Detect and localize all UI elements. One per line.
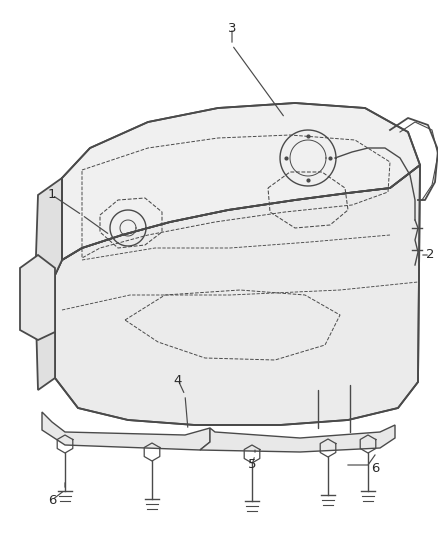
Polygon shape [20,255,55,340]
Polygon shape [200,425,395,452]
Text: 6: 6 [371,462,379,474]
Polygon shape [35,178,62,390]
Polygon shape [42,412,210,450]
Text: 3: 3 [228,21,236,35]
Polygon shape [62,103,420,260]
Text: 2: 2 [426,248,434,262]
Text: 4: 4 [174,374,182,386]
Text: 5: 5 [248,458,256,472]
Polygon shape [55,165,420,425]
Text: 6: 6 [48,494,56,506]
Text: 1: 1 [48,189,56,201]
